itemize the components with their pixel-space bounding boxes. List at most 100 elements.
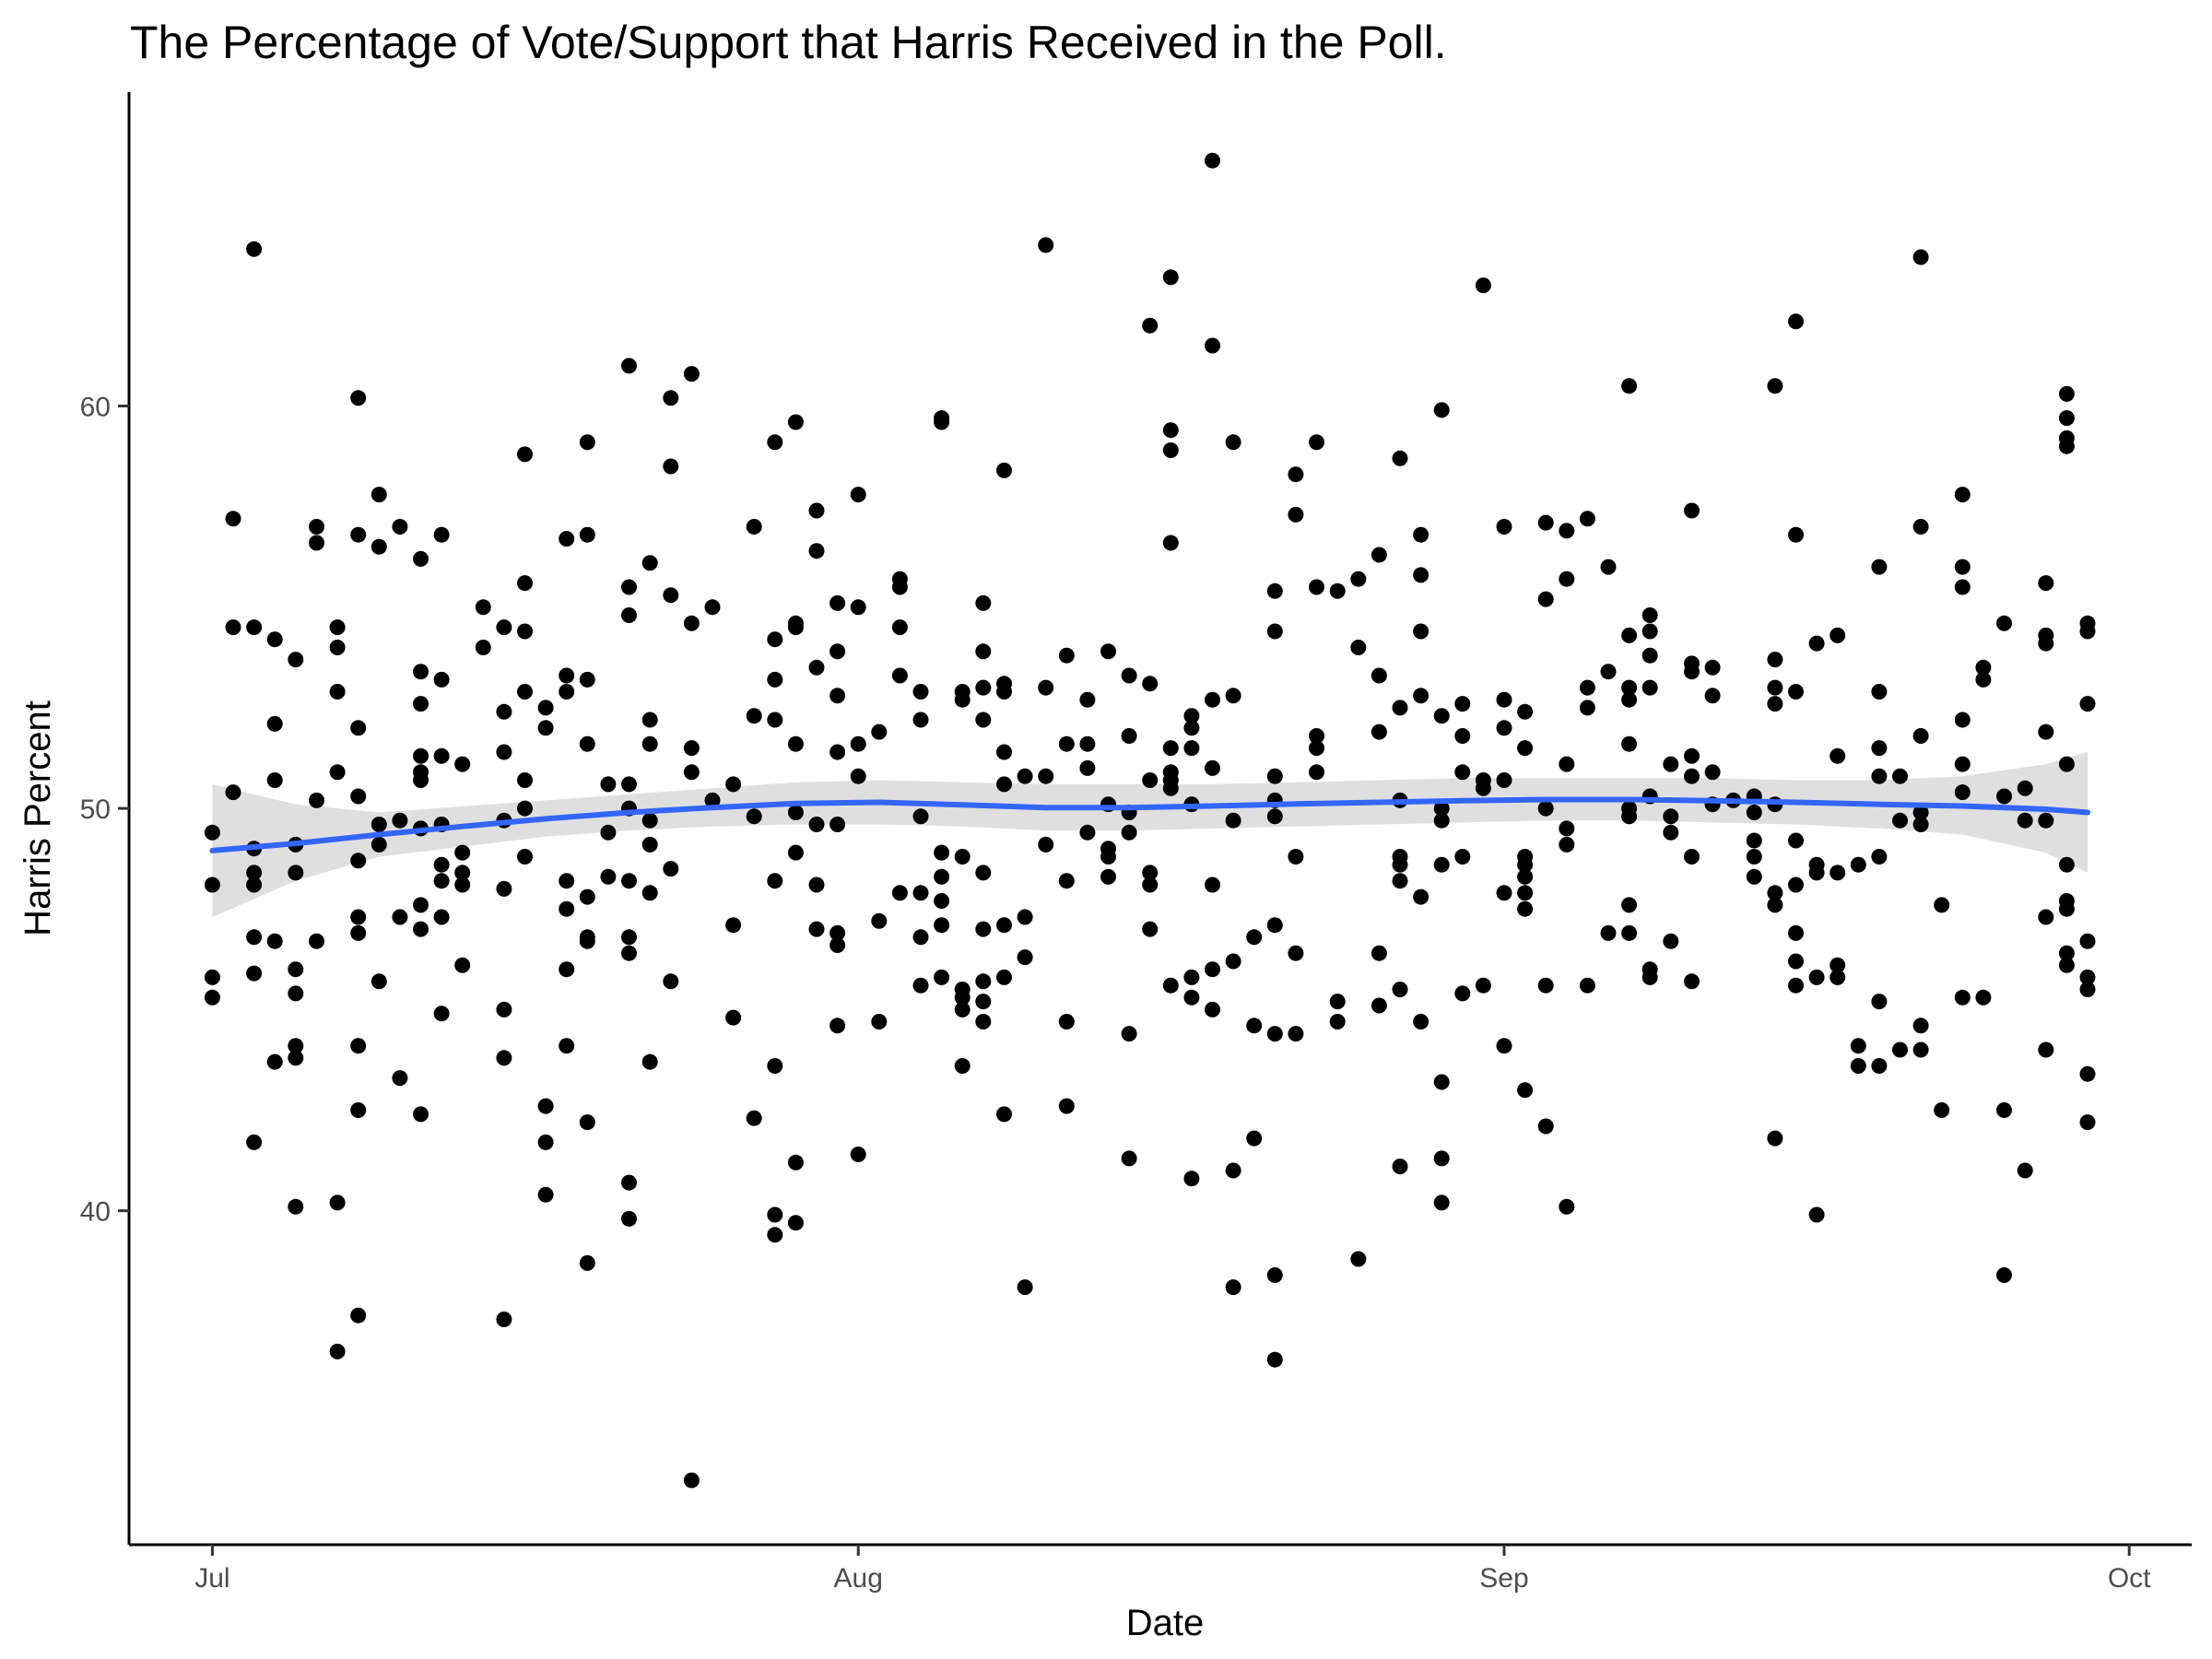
data-point <box>1162 740 1179 757</box>
data-point <box>1433 402 1450 418</box>
data-point <box>1162 535 1179 551</box>
data-point <box>350 1102 367 1118</box>
data-point <box>559 531 575 547</box>
data-point <box>746 808 762 825</box>
data-point <box>433 856 450 873</box>
data-point <box>1058 1098 1075 1114</box>
data-point <box>1246 929 1263 946</box>
data-point <box>934 844 950 861</box>
data-point <box>1850 856 1866 873</box>
data-point <box>1433 800 1450 817</box>
data-point <box>537 720 554 736</box>
data-point <box>517 772 533 788</box>
data-point <box>1205 759 1220 776</box>
data-point <box>246 877 263 893</box>
data-point <box>1767 679 1783 696</box>
data-point <box>1205 152 1220 169</box>
data-point <box>1517 703 1534 720</box>
data-point <box>1496 691 1512 708</box>
data-point <box>1559 756 1575 772</box>
data-point <box>1746 849 1762 865</box>
data-point <box>891 619 908 636</box>
data-point <box>1454 764 1471 781</box>
data-point <box>808 817 825 832</box>
data-point <box>1808 969 1825 985</box>
data-point <box>2038 724 2054 740</box>
data-point <box>1454 849 1471 865</box>
data-point <box>1954 487 1971 503</box>
data-point <box>1912 249 1929 265</box>
data-point <box>1454 696 1471 712</box>
data-point <box>496 1312 512 1327</box>
data-point <box>1100 868 1116 885</box>
data-point <box>1746 868 1762 885</box>
data-point <box>246 965 263 982</box>
data-point <box>1559 836 1575 853</box>
data-point <box>725 1009 742 1026</box>
data-point <box>1559 1198 1575 1215</box>
data-point <box>871 912 888 929</box>
data-point <box>309 519 324 535</box>
data-point <box>1392 873 1408 889</box>
data-point <box>371 973 387 990</box>
data-point <box>537 1186 554 1203</box>
y-tick-label: 60 <box>80 393 111 423</box>
data-point <box>1871 1058 1888 1074</box>
data-point <box>1371 945 1387 961</box>
data-point <box>496 744 512 760</box>
data-point <box>1517 740 1534 757</box>
data-point <box>1663 824 1679 841</box>
data-point <box>1746 832 1762 849</box>
data-points-layer <box>204 152 2096 1488</box>
data-point <box>246 619 263 636</box>
x-tick-label: Jul <box>194 1563 229 1594</box>
data-point <box>663 973 679 990</box>
data-point <box>413 921 429 937</box>
data-point <box>413 550 429 567</box>
data-point <box>266 631 283 648</box>
data-point <box>2017 1162 2033 1179</box>
data-point <box>996 776 1012 793</box>
data-point <box>413 664 429 680</box>
data-point <box>1371 667 1387 684</box>
data-point <box>1704 688 1721 704</box>
data-point <box>559 684 575 700</box>
data-point <box>1329 582 1346 599</box>
data-point <box>787 414 804 430</box>
data-point <box>288 865 304 881</box>
data-point <box>2079 982 2096 997</box>
data-point <box>1205 961 1220 978</box>
data-point <box>1475 977 1491 994</box>
data-point <box>1892 1041 1908 1058</box>
data-point <box>2017 812 2033 829</box>
data-point <box>309 792 324 808</box>
data-point <box>1246 1018 1263 1034</box>
data-point <box>1433 708 1450 724</box>
data-point <box>517 800 533 817</box>
data-point <box>767 1058 783 1074</box>
data-point <box>621 607 637 623</box>
data-point <box>1413 623 1430 640</box>
data-point <box>641 1053 658 1070</box>
data-point <box>517 446 533 463</box>
data-point <box>1350 571 1367 587</box>
data-point <box>454 865 471 881</box>
data-point <box>1704 659 1721 676</box>
data-point <box>350 853 367 869</box>
data-point <box>1183 969 1200 985</box>
data-point <box>2058 957 2075 973</box>
data-point <box>1912 805 1929 820</box>
data-point <box>1038 768 1054 784</box>
data-point <box>1288 945 1304 961</box>
data-point <box>559 900 575 917</box>
data-point <box>1912 1041 1929 1058</box>
data-point <box>1788 313 1804 330</box>
data-point <box>1788 877 1804 893</box>
data-point <box>1641 607 1658 623</box>
data-point <box>1954 712 1971 728</box>
data-point <box>537 700 554 716</box>
data-point <box>1079 824 1096 841</box>
data-point <box>329 684 346 700</box>
data-point <box>600 776 617 793</box>
data-point <box>1808 865 1825 881</box>
